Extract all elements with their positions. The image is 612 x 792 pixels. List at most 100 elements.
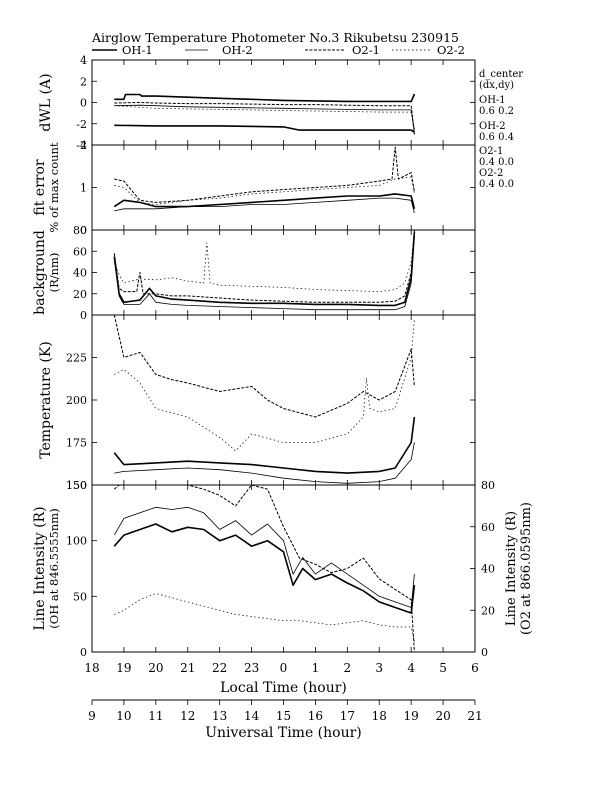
series-temp-o2-1 [113,315,415,418]
ylabel-bg-0: background [32,230,48,315]
y2tick-label: 0 [481,646,488,659]
panel-frame-dwl [91,59,476,146]
ytick-label: -2 [76,118,87,131]
legend-label-o2-2: O2-2 [437,43,465,57]
x-local-tick-label: 1 [312,661,320,675]
x-universal-tick-label: 20 [435,709,450,723]
series-fit-o2-1 [114,146,415,203]
x-local-label: Local Time (hour) [220,680,347,696]
series-bg-oh-2 [113,235,415,311]
x-local-tick-label: 22 [212,661,227,675]
series-dwl-o2-2 [114,105,415,133]
x-local-tick-label: 6 [471,661,479,675]
x-universal-tick-label: 12 [180,709,195,723]
panel-dwl: -4 -2 0 2 4 dWL (A) [38,54,476,152]
ylabel-bg-1: (R/nm) [47,253,61,293]
ytick-label: 150 [66,479,87,492]
series-group-dwl [114,93,416,135]
series-dwl-o2-1 [114,102,415,135]
series-fit-oh-1 [113,193,416,209]
note-7: 0.4 0.0 [479,157,514,168]
series-bg-o2-2 [113,230,415,292]
series-li-oh-1 [113,523,416,614]
x-local-tick-label: 19 [116,661,131,675]
panel-frame-li [91,484,476,653]
x-local-tick-label: 4 [407,661,415,675]
ytick-label: 100 [66,535,87,548]
y2label-li-1: (O2 at 866.0595nm) [519,502,534,635]
series-group-li [113,485,416,652]
plot-area: -4 -2 0 2 4 dWL (A) 0 1 2 fit error% of max count… [32,54,534,659]
series-dwl-oh-2 [114,104,415,131]
ytick-label: -4 [76,139,87,152]
note-3: 0.6 0.2 [479,106,514,117]
ytick-label: 0 [80,646,87,659]
series-bg-oh-1 [113,232,416,307]
panel-frame-fit [91,144,476,231]
panel-fit: 0 1 2 fit error% of max count [32,139,476,237]
note-0: d_center [479,69,523,80]
y2tick-label: 40 [481,563,495,576]
x-universal-tick-label: 19 [404,709,419,723]
series-fit-o2-2 [114,176,415,205]
series-temp-oh-1 [113,416,416,474]
y2tick-label: 80 [481,479,495,492]
series-li-oh-2 [113,506,415,608]
x-local-tick-label: 18 [84,661,99,675]
series-group-bg [113,230,416,311]
x-local-tick-label: 5 [439,661,447,675]
ytick-label: 50 [73,590,87,603]
x-universal-tick-label: 13 [212,709,227,723]
x-local-tick-label: 20 [148,661,163,675]
x-universal-tick-label: 16 [308,709,323,723]
ytick-label: 175 [66,437,87,450]
x-local-tick-label: 21 [180,661,195,675]
series-group-temp [113,315,416,484]
x-universal-tick-label: 15 [276,709,291,723]
ylabel-fit-0: fit error [32,159,48,216]
ylabel-temp-0: Temperature (K) [38,341,54,459]
ytick-label: 2 [80,139,87,152]
panel-frame-temp [91,314,476,486]
chart-title: Airglow Temperature Photometer No.3 Riku… [91,30,459,45]
series-group-fit [113,146,416,214]
legend: OH-1 OH-2 O2-1 O2-2 [92,43,465,57]
ytick-label: 4 [80,54,87,67]
x-universal-tick-label: 14 [244,709,260,723]
ytick-label: 20 [73,288,87,301]
note-1: (dx,dy) [479,80,514,91]
note-6: O2-1 [479,146,503,157]
series-li-o2-2 [114,593,415,642]
panel-temp: 150 175 200 225 Temperature (K) [38,314,476,492]
series-temp-o2-2 [114,318,415,452]
x-universal-label: Universal Time (hour) [205,725,362,741]
ytick-label: 80 [73,224,87,237]
y2tick-label: 60 [481,521,495,534]
series-li-o2-1 [113,485,415,652]
ytick-label: 0 [80,309,87,322]
ytick-label: 1 [80,182,87,195]
series-dwl-oh-1b [114,124,415,133]
ytick-label: 2 [80,75,87,88]
ytick-label: 60 [73,245,87,258]
x-universal-tick-label: 17 [340,709,355,723]
panel-bg: 0 20 40 60 80 background (R/nm) [32,224,476,322]
x-local-tick-label: 0 [280,661,288,675]
x-universal-tick-label: 10 [116,709,131,723]
ytick-label: 0 [80,97,87,110]
panel-frame-bg [91,229,476,316]
note-8: O2-2 [479,168,503,179]
note-9: 0.4 0.0 [479,179,514,190]
series-fit-oh-2 [114,197,415,214]
y2label-li-0: Line Intensity (R) [504,511,519,626]
ytick-label: 0 [80,224,87,237]
legend-label-oh-2: OH-2 [222,43,253,57]
note-2: OH-1 [479,95,506,106]
series-temp-oh-2 [114,442,415,484]
y2tick-label: 20 [481,604,495,617]
legend-label-oh-1: OH-1 [122,43,153,57]
x-local-tick-label: 23 [244,661,259,675]
ylabel-dwl-0: dWL (A) [38,73,54,131]
